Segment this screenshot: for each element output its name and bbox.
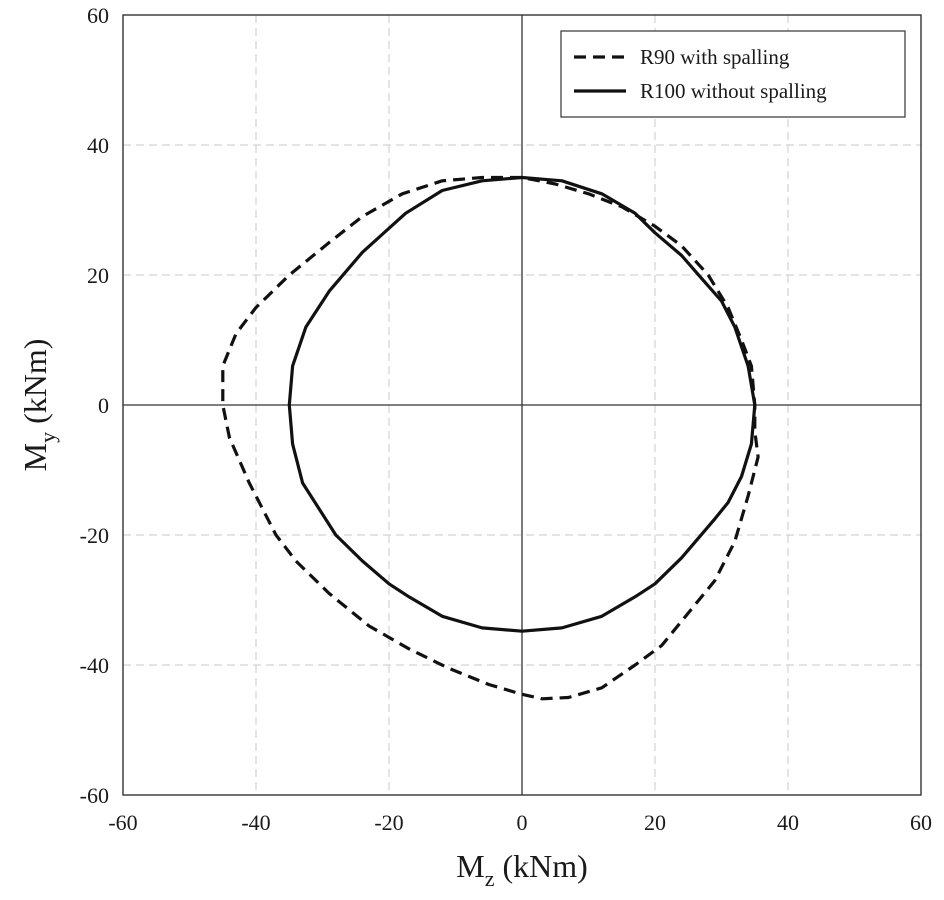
- x-tick-label: 60: [910, 810, 932, 835]
- series-line-r100-without-spalling: [287, 175, 757, 633]
- x-tick-label: -40: [241, 810, 270, 835]
- y-tick-label: -40: [80, 653, 109, 678]
- legend-label-r90: R90 with spalling: [640, 45, 790, 69]
- x-tick-label: 0: [517, 810, 528, 835]
- legend-label-r100: R100 without spalling: [640, 79, 827, 103]
- grid: [123, 15, 921, 795]
- x-tick-label: -60: [108, 810, 137, 835]
- plot-frame: [122, 14, 922, 796]
- x-tick-label: 20: [644, 810, 666, 835]
- x-tick-label: -20: [374, 810, 403, 835]
- x-tick-label: 40: [777, 810, 799, 835]
- zero-axis-lines: [123, 15, 921, 795]
- y-tick-labels: -60 -40 -20 0 20 40 60: [80, 3, 109, 808]
- y-tick-label: 60: [87, 3, 109, 28]
- legend: R90 with spalling R100 without spalling: [560, 30, 906, 118]
- series-layer: [221, 175, 760, 701]
- series-line-r90-with-spalling: [221, 175, 760, 701]
- y-tick-label: 20: [87, 263, 109, 288]
- y-tick-label: 0: [98, 393, 109, 418]
- x-tick-labels: -60 -40 -20 0 20 40 60: [108, 810, 932, 835]
- legend-box: [560, 30, 906, 118]
- y-tick-label: -20: [80, 523, 109, 548]
- y-tick-label: -60: [80, 783, 109, 808]
- y-tick-label: 40: [87, 133, 109, 158]
- y-axis-label: My (kNm): [17, 339, 60, 472]
- x-axis-label: Mz (kNm): [456, 848, 588, 891]
